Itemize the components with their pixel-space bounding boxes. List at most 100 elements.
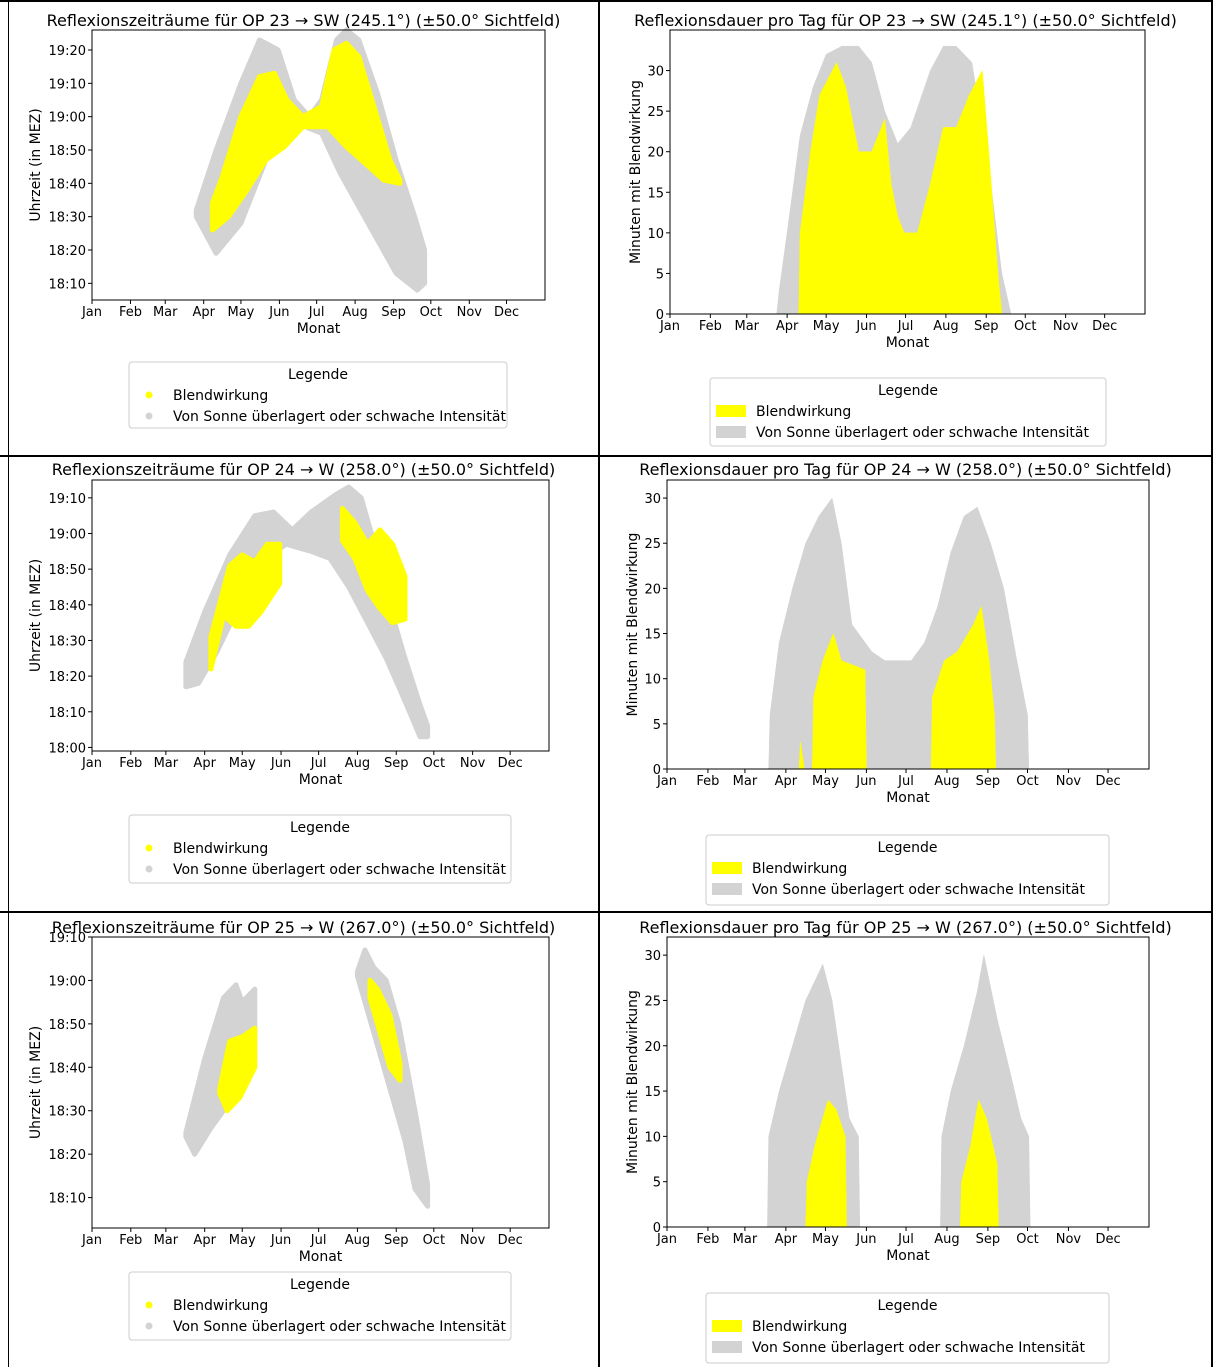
x-tick-label: Feb <box>699 319 722 334</box>
series-glare-4 <box>367 977 403 1083</box>
x-tick-label: Jul <box>308 305 325 320</box>
y-tick-label: 19:00 <box>49 527 86 542</box>
legend-title: Legende <box>878 383 938 399</box>
plot-frame <box>91 479 550 752</box>
x-tick-label: Nov <box>460 1233 486 1248</box>
x-tick-label: Apr <box>193 756 216 771</box>
x-tick-label: Dec <box>494 305 519 320</box>
chart-title: Reflexionszeiträume für OP 25 → W (267.0… <box>52 918 556 937</box>
grid-border-right <box>1211 0 1213 1367</box>
legend-glare-label: Blendwirkung <box>752 1319 847 1335</box>
x-tick-label: Feb <box>119 1233 142 1248</box>
plot-frame <box>666 479 1150 770</box>
chart-4: Reflexionsdauer pro Tag für OP 24 → W (2… <box>625 460 1172 906</box>
x-tick-label: Aug <box>934 1232 959 1247</box>
legend-title: Legende <box>290 820 350 836</box>
y-tick-label: 19:10 <box>49 931 86 946</box>
x-tick-label: Jan <box>81 1233 102 1248</box>
x-tick-label: Nov <box>1053 319 1079 334</box>
y-tick-label: 25 <box>647 105 664 120</box>
y-tick-label: 18:20 <box>49 1148 86 1163</box>
x-tick-label: Oct <box>1016 1232 1038 1247</box>
legend-glare-marker <box>145 1301 153 1309</box>
series-glare-3 <box>217 1025 258 1114</box>
grid-border-top <box>0 0 1213 2</box>
chart-5: Reflexionszeiträume für OP 25 → W (267.0… <box>28 918 556 1341</box>
x-tick-label: Jul <box>897 774 914 789</box>
x-tick-label: Sep <box>384 756 409 771</box>
legend-box <box>705 834 1110 906</box>
x-tick-label: Apr <box>192 305 215 320</box>
y-tick-label: 18:40 <box>49 599 86 614</box>
legend-other-swatch <box>716 426 746 438</box>
y-tick-label: 18:50 <box>49 563 86 578</box>
y-tick-label: 15 <box>647 186 664 201</box>
x-tick-label: Dec <box>498 1233 523 1248</box>
x-axis-label: Monat <box>299 772 343 788</box>
x-tick-label: Feb <box>696 1232 719 1247</box>
legend: Legende Blendwirkung Von Sonne überlagert … <box>705 834 1110 906</box>
x-tick-label: Sep <box>976 774 1001 789</box>
legend: Legende Blendwirkung Von Sonne überlagert … <box>128 1271 512 1341</box>
x-tick-label: Feb <box>119 756 142 771</box>
y-tick-label: 25 <box>644 994 661 1009</box>
x-tick-label: Apr <box>776 319 799 334</box>
y-tick-label: 30 <box>644 492 661 507</box>
legend-box <box>709 377 1107 447</box>
y-axis-label: Uhrzeit (in MEZ) <box>28 1026 44 1139</box>
x-tick-label: Feb <box>119 305 142 320</box>
x-tick-label: Mar <box>733 1232 758 1247</box>
x-tick-label: May <box>227 305 254 320</box>
legend-glare-label: Blendwirkung <box>173 841 268 857</box>
y-tick-label: 18:50 <box>49 144 86 159</box>
legend-box <box>128 814 512 884</box>
y-tick-label: 18:20 <box>49 244 86 259</box>
chart-title: Reflexionsdauer pro Tag für OP 23 → SW (… <box>634 11 1177 30</box>
plot-frame <box>669 29 1146 315</box>
legend-glare-label: Blendwirkung <box>752 861 847 877</box>
legend-glare-label: Blendwirkung <box>173 1298 268 1314</box>
x-axis-label: Monat <box>886 790 930 806</box>
x-tick-label: Mar <box>154 756 179 771</box>
legend-title: Legende <box>288 367 348 383</box>
x-tick-label: Jun <box>855 319 876 334</box>
x-tick-label: Mar <box>733 774 758 789</box>
plot-frame <box>666 936 1150 1228</box>
y-tick-label: 19:10 <box>49 77 86 92</box>
x-tick-label: Aug <box>342 305 367 320</box>
x-tick-label: Mar <box>735 319 760 334</box>
x-tick-label: Jul <box>310 1233 327 1248</box>
x-tick-label: Mar <box>154 1233 179 1248</box>
x-tick-label: Jun <box>270 1233 291 1248</box>
chart-2: Reflexionsdauer pro Tag für OP 23 → SW (… <box>628 11 1177 447</box>
grid-divider-row-2 <box>0 911 1213 913</box>
y-tick-label: 5 <box>656 267 664 282</box>
chart-3: Reflexionszeiträume für OP 24 → W (258.0… <box>28 460 555 884</box>
plot-frame <box>91 936 550 1229</box>
x-axis-label: Monat <box>297 321 341 337</box>
legend-other-label: Von Sonne überlagert oder schwache Inten… <box>752 882 1085 898</box>
x-tick-label: Sep <box>381 305 406 320</box>
x-tick-label: Jul <box>897 319 914 334</box>
x-tick-label: Jan <box>656 1232 677 1247</box>
x-tick-label: Jan <box>81 305 102 320</box>
legend-box <box>128 1271 512 1341</box>
legend-title: Legende <box>877 840 937 856</box>
legend-title: Legende <box>290 1277 350 1293</box>
y-axis-label: Uhrzeit (in MEZ) <box>28 559 44 672</box>
legend-glare-swatch <box>712 1320 742 1332</box>
y-tick-label: 18:30 <box>49 211 86 226</box>
x-tick-label: Jul <box>310 756 327 771</box>
legend-other-marker <box>145 865 153 873</box>
x-tick-label: Nov <box>460 756 486 771</box>
chart-title: Reflexionszeiträume für OP 23 → SW (245.… <box>47 11 561 30</box>
x-tick-label: Dec <box>1095 774 1120 789</box>
chart-title: Reflexionsdauer pro Tag für OP 25 → W (2… <box>639 918 1172 937</box>
legend-other-label: Von Sonne überlagert oder schwache Inten… <box>173 1319 506 1335</box>
chart-title: Reflexionsdauer pro Tag für OP 24 → W (2… <box>639 460 1172 479</box>
legend: Legende Blendwirkung Von Sonne überlagert … <box>705 1292 1110 1364</box>
legend-other-label: Von Sonne überlagert oder schwache Inten… <box>752 1340 1085 1356</box>
x-tick-label: Aug <box>933 319 958 334</box>
legend-other-label: Von Sonne überlagert oder schwache Inten… <box>173 862 506 878</box>
